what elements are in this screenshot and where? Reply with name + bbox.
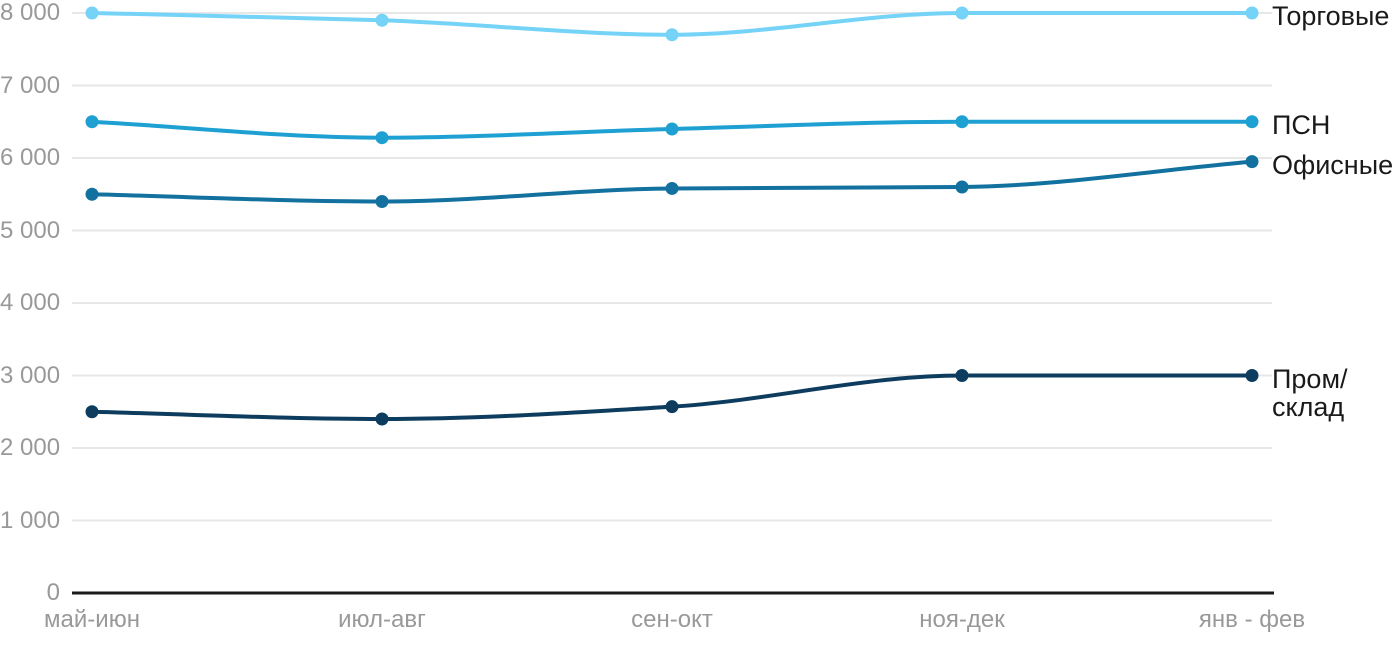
x-category-label-5: янв - фев	[1198, 606, 1306, 633]
x-category-label-1: май-июн	[44, 606, 140, 633]
x-category-label-2: июл-авг	[338, 606, 426, 633]
y-tick-label-1000: 1 000	[0, 506, 61, 534]
series-point-torgovye-4[interactable]	[955, 6, 969, 20]
series-point-prom-sklad-4[interactable]	[955, 369, 969, 382]
series-label-line: ПСН	[1272, 109, 1331, 140]
y-tick-label-4000: 4 000	[0, 289, 61, 316]
x-category-label-3: сен-окт	[631, 606, 713, 633]
series-point-psn-1[interactable]	[85, 115, 99, 129]
y-tick-label-6000: 6 000	[0, 144, 61, 171]
y-tick-label-5000: 5 000	[0, 216, 61, 244]
series-point-prom-sklad-3[interactable]	[665, 400, 679, 414]
y-tick-label-8000: 8 000	[0, 0, 61, 26]
series-point-ofisnye-2[interactable]	[375, 195, 389, 208]
series-label-line: Торговые	[1272, 1, 1390, 31]
series-label-line: Офисные	[1272, 149, 1394, 180]
series-point-ofisnye-4[interactable]	[955, 180, 969, 194]
series-point-prom-sklad-5[interactable]	[1245, 369, 1259, 382]
series-point-torgovye-5[interactable]	[1245, 6, 1259, 20]
series-point-ofisnye-5[interactable]	[1245, 155, 1259, 169]
series-label-line: Пром/	[1272, 363, 1348, 394]
series-label-ofisnye: Офисные	[1272, 151, 1393, 179]
series-point-torgovye-2[interactable]	[375, 13, 389, 27]
x-category-label-4: ноя-дек	[919, 606, 1005, 633]
series-point-prom-sklad-2[interactable]	[375, 412, 389, 426]
series-label-prom-sklad: Пром/склад	[1272, 365, 1348, 421]
y-tick-label-7000: 7 000	[0, 71, 61, 99]
y-tick-label-0: 0	[46, 579, 60, 606]
series-label-psn: ПСН	[1272, 111, 1330, 139]
series-label-torgovye: Торговые	[1272, 2, 1389, 30]
series-line-ofisnye	[90, 159, 1254, 204]
series-point-psn-5[interactable]	[1245, 115, 1259, 129]
series-point-psn-3[interactable]	[665, 122, 679, 136]
series-point-psn-4[interactable]	[955, 115, 969, 129]
series-point-ofisnye-3[interactable]	[665, 181, 679, 195]
series-point-prom-sklad-1[interactable]	[85, 405, 99, 419]
series-point-torgovye-1[interactable]	[85, 6, 99, 20]
series-point-psn-2[interactable]	[375, 131, 389, 145]
series-point-ofisnye-1[interactable]	[85, 187, 99, 201]
series-point-torgovye-3[interactable]	[665, 28, 679, 42]
y-tick-label-3000: 3 000	[0, 361, 61, 389]
series-label-line: склад	[1272, 391, 1345, 422]
y-tick-label-2000: 2 000	[0, 434, 61, 461]
